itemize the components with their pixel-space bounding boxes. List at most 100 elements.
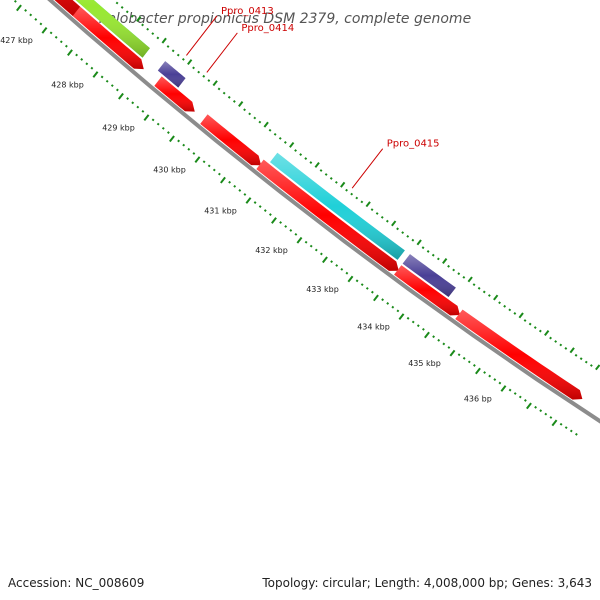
backbone-track bbox=[47, 0, 600, 424]
outer-tick bbox=[248, 112, 252, 116]
outer-tick bbox=[544, 330, 550, 336]
outer-tick bbox=[329, 177, 333, 180]
inner-tick bbox=[483, 371, 486, 374]
scale-label: 432 kbp bbox=[255, 246, 288, 255]
inner-tick bbox=[85, 62, 89, 66]
inner-tick bbox=[169, 135, 175, 143]
outer-tick bbox=[355, 196, 359, 200]
inner-tick bbox=[391, 305, 395, 309]
inner-tick bbox=[49, 31, 53, 35]
cds-arrow-shade bbox=[154, 76, 195, 112]
outer-tick bbox=[207, 79, 211, 82]
inner-tick bbox=[406, 316, 410, 320]
inner-tick bbox=[182, 143, 186, 147]
inner-tick bbox=[319, 252, 323, 256]
outer-tick bbox=[115, 1, 119, 5]
inner-tick bbox=[462, 356, 466, 360]
outer-tick bbox=[345, 188, 348, 192]
inner-tick bbox=[268, 213, 272, 216]
outer-tick bbox=[156, 36, 160, 40]
outer-tick bbox=[350, 192, 354, 196]
inner-tick bbox=[136, 105, 140, 109]
inner-tick bbox=[151, 118, 155, 122]
outer-tick bbox=[391, 220, 397, 227]
outer-tick bbox=[309, 161, 313, 164]
outer-tick bbox=[431, 253, 435, 257]
inner-tick bbox=[539, 409, 543, 413]
outer-tick bbox=[273, 132, 277, 136]
cds-track bbox=[54, 0, 583, 400]
inner-tick bbox=[347, 275, 354, 283]
inner-tick bbox=[126, 97, 129, 100]
inner-tick bbox=[228, 180, 231, 184]
inner-tick bbox=[217, 172, 221, 176]
inner-tick bbox=[67, 49, 73, 56]
inner-tick bbox=[544, 412, 548, 416]
scale-label: 427 kbp bbox=[0, 36, 33, 45]
topology-summary: Topology: circular; Length: 4,008,000 bp… bbox=[261, 576, 592, 590]
inner-tick bbox=[467, 360, 471, 364]
inner-tick bbox=[309, 244, 313, 248]
inner-tick bbox=[437, 338, 441, 342]
outer-tick bbox=[401, 231, 405, 235]
inner-tick bbox=[177, 139, 180, 143]
inner-tick bbox=[90, 66, 94, 70]
outer-tick bbox=[263, 121, 269, 128]
outer-tick bbox=[130, 14, 134, 18]
outer-tick bbox=[416, 239, 422, 246]
outer-tick bbox=[595, 364, 600, 371]
scale-label: 429 kbp bbox=[102, 123, 135, 132]
outer-tick bbox=[289, 141, 295, 148]
outer-tick bbox=[370, 208, 374, 212]
inner-tick bbox=[322, 256, 328, 264]
outer-tick bbox=[421, 246, 425, 250]
gene-label[interactable]: Ppro_0414 bbox=[241, 23, 294, 34]
outer-tick bbox=[406, 234, 410, 238]
feature-bar-shade bbox=[75, 0, 150, 58]
inner-tick bbox=[500, 385, 507, 392]
inner-tick bbox=[360, 283, 364, 287]
inner-tick bbox=[253, 201, 257, 204]
outer-tick bbox=[467, 276, 473, 283]
inner-tick bbox=[289, 229, 293, 232]
inner-tick bbox=[39, 22, 43, 26]
inner-tick bbox=[472, 364, 476, 367]
outer-tick bbox=[365, 201, 371, 208]
inner-tick bbox=[569, 429, 573, 433]
gene-label[interactable]: Ppro_0415 bbox=[387, 139, 440, 150]
inner-tick bbox=[424, 331, 430, 339]
inner-tick bbox=[523, 399, 527, 402]
cds-arrow-shade bbox=[54, 0, 83, 17]
outer-tick bbox=[503, 304, 507, 308]
outer-tick bbox=[498, 301, 501, 305]
outer-tick bbox=[243, 108, 246, 112]
inner-tick bbox=[245, 197, 252, 204]
outer-tick bbox=[141, 23, 144, 27]
outer-tick bbox=[283, 141, 287, 144]
inner-tick bbox=[156, 122, 160, 126]
outer-tick bbox=[314, 161, 320, 168]
outer-tick bbox=[161, 37, 167, 44]
outer-tick bbox=[202, 74, 206, 78]
outer-tick bbox=[528, 322, 532, 326]
outer-tick bbox=[457, 272, 461, 276]
inner-tick bbox=[564, 426, 568, 430]
inner-tick bbox=[59, 40, 63, 44]
scale-label: 430 kbp bbox=[153, 165, 186, 174]
inner-tick bbox=[432, 335, 435, 339]
inner-tick bbox=[41, 26, 48, 34]
outer-tick bbox=[299, 153, 303, 156]
inner-tick bbox=[411, 320, 415, 324]
inner-tick bbox=[396, 309, 400, 313]
inner-tick bbox=[534, 405, 537, 409]
gene-label[interactable]: Ppro_0413 bbox=[221, 6, 274, 17]
outer-tick bbox=[559, 343, 563, 347]
outer-tick bbox=[217, 87, 221, 91]
outer-tick bbox=[334, 180, 338, 184]
outer-tick bbox=[375, 212, 379, 215]
gene-leader-line bbox=[206, 32, 238, 73]
outer-tick bbox=[477, 286, 481, 290]
feature-bar-shade bbox=[157, 61, 186, 88]
inner-tick bbox=[447, 346, 451, 349]
